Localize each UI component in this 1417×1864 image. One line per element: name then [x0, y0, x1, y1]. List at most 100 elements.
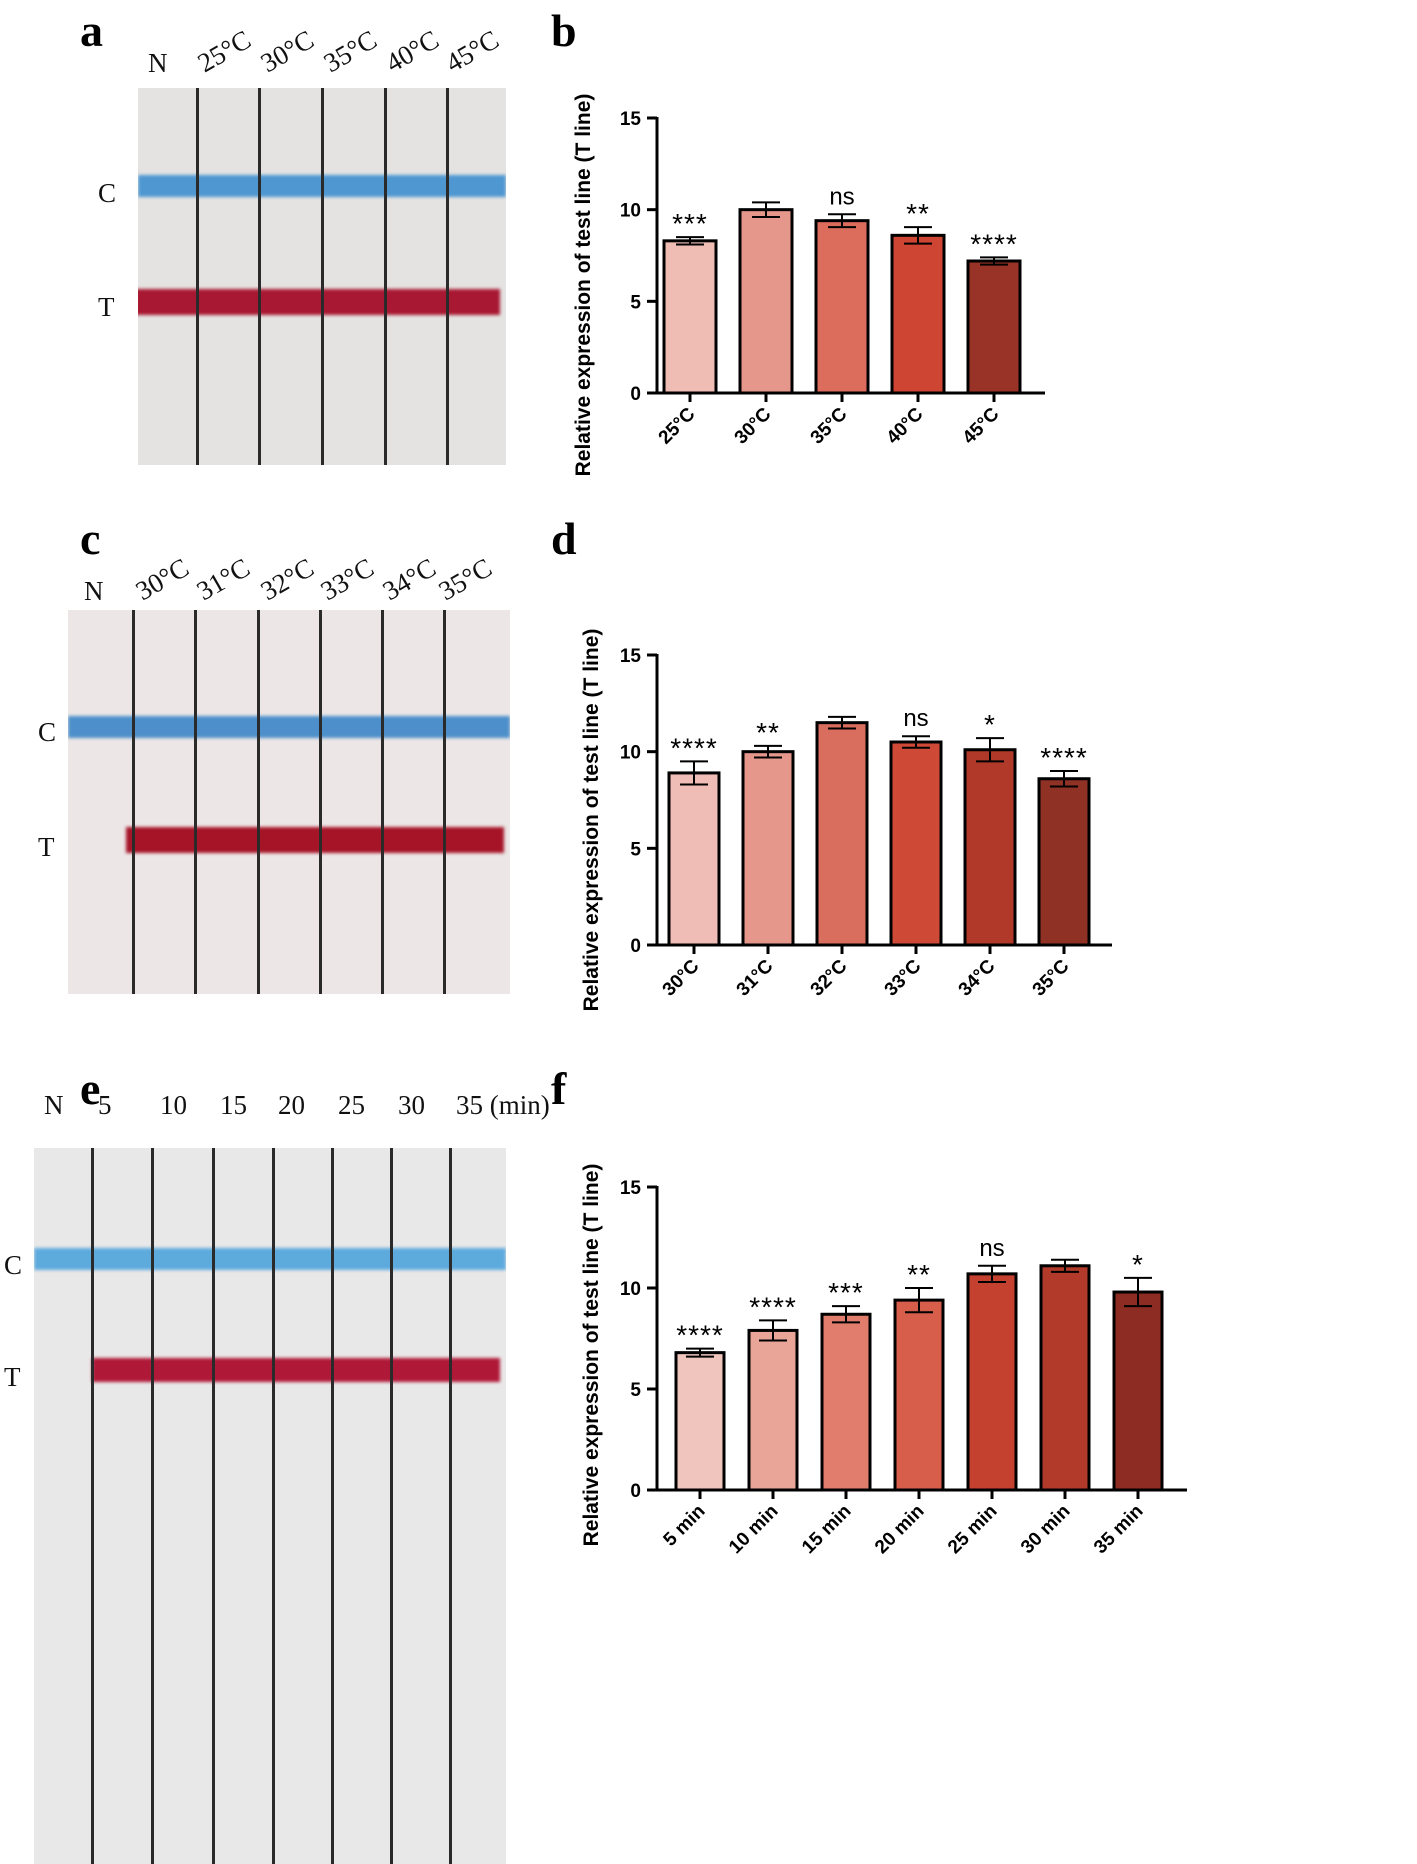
significance-label: **** — [970, 228, 1018, 259]
test-line-label: T — [38, 832, 55, 862]
bar — [747, 1328, 799, 1492]
y-tick-label: 15 — [620, 646, 642, 667]
strip-separator — [272, 1148, 275, 1864]
significance-label: ** — [907, 1259, 931, 1290]
significance-label: * — [984, 709, 996, 740]
test-band — [92, 1358, 500, 1382]
x-tick-label: 35°C — [1029, 955, 1074, 1000]
bar — [1039, 1264, 1091, 1492]
x-tick-label: 34°C — [955, 955, 1000, 1000]
bar — [667, 771, 721, 947]
bar — [893, 1298, 945, 1492]
significance-label: *** — [828, 1277, 864, 1308]
significance-label: ** — [906, 198, 930, 229]
bar — [674, 1351, 726, 1492]
strip-separator — [151, 1148, 154, 1864]
panel-letter-a: a — [80, 5, 103, 56]
strip-separator — [91, 1148, 94, 1864]
x-tick-label: 30°C — [659, 955, 704, 1000]
panel-letter-b: b — [551, 5, 577, 56]
y-axis-title: Relative expression of test line (T line… — [580, 629, 603, 1012]
strip-separator — [132, 610, 135, 994]
panel-letter-f: f — [551, 1063, 567, 1114]
strip-separator — [319, 610, 322, 994]
strip-photo-e — [34, 1148, 506, 1864]
y-tick-label: 5 — [630, 1380, 641, 1401]
test-line-label: T — [4, 1362, 21, 1392]
strip-separator — [194, 610, 197, 994]
significance-label: ns — [829, 183, 854, 210]
bar — [966, 1272, 1018, 1492]
lane-label: N — [148, 48, 168, 78]
strip-separator — [258, 88, 261, 465]
y-tick-label: 0 — [630, 936, 641, 957]
y-tick-label: 10 — [620, 1279, 641, 1300]
x-tick-label: 25 min — [944, 1501, 1001, 1558]
x-tick-label: 30°C — [731, 403, 776, 448]
bar — [890, 233, 946, 395]
x-tick-label: 15 min — [798, 1501, 855, 1558]
lane-label: 15 — [220, 1090, 247, 1120]
control-line-label: C — [38, 717, 57, 747]
x-tick-label: 35°C — [807, 403, 852, 448]
y-axis-title: Relative expression of test line (T line… — [580, 1164, 603, 1547]
strip-separator — [443, 610, 446, 994]
bar — [1112, 1290, 1164, 1492]
lane-label: 5 — [98, 1090, 112, 1120]
y-tick-label: 10 — [620, 743, 641, 764]
x-tick-label: 25°C — [655, 403, 700, 448]
test-line-label: T — [98, 292, 115, 322]
strip-separator — [196, 88, 199, 465]
lane-label: 30 — [398, 1090, 425, 1120]
control-band — [68, 716, 510, 738]
x-tick-label: 30 min — [1017, 1501, 1074, 1558]
y-tick-label: 15 — [620, 1178, 642, 1199]
significance-label: **** — [670, 732, 718, 763]
bar — [662, 239, 718, 395]
x-tick-label: 5 min — [660, 1501, 710, 1551]
strip-separator — [331, 1148, 334, 1864]
panel-letter-e: e — [80, 1063, 101, 1114]
bar — [814, 219, 870, 395]
bar — [738, 208, 794, 395]
y-tick-label: 0 — [630, 384, 641, 405]
x-tick-label: 32°C — [807, 955, 852, 1000]
x-tick-label: 31°C — [733, 955, 778, 1000]
y-tick-label: 10 — [620, 201, 641, 222]
significance-label: **** — [1040, 742, 1088, 773]
significance-label: **** — [676, 1320, 724, 1351]
significance-label: ns — [903, 705, 928, 732]
significance-label: *** — [672, 208, 708, 239]
lane-label: N — [84, 576, 104, 606]
strip-separator — [384, 88, 387, 465]
strip-separator — [321, 88, 324, 465]
bar — [815, 721, 869, 947]
control-line-label: C — [98, 178, 117, 208]
y-tick-label: 0 — [630, 1481, 641, 1502]
x-tick-label: 20 min — [871, 1501, 928, 1558]
control-line-label: C — [4, 1250, 23, 1280]
strip-separator — [449, 1148, 452, 1864]
x-tick-label: 40°C — [883, 403, 928, 448]
strip-separator — [212, 1148, 215, 1864]
x-tick-label: 10 min — [725, 1501, 782, 1558]
x-tick-label: 35 min — [1090, 1501, 1147, 1558]
significance-label: * — [1132, 1249, 1144, 1280]
significance-label: ns — [979, 1235, 1004, 1262]
strip-separator — [446, 88, 449, 465]
panel-letter-d: d — [551, 513, 577, 564]
lane-label: 35 (min) — [456, 1090, 550, 1120]
lane-label: 10 — [160, 1090, 187, 1120]
bar — [1037, 777, 1091, 947]
bar — [741, 750, 795, 947]
lane-label: N — [44, 1090, 64, 1120]
bar — [966, 259, 1022, 395]
strip-separator — [390, 1148, 393, 1864]
y-tick-label: 5 — [630, 292, 641, 313]
significance-label: ** — [756, 717, 780, 748]
strip-separator — [381, 610, 384, 994]
test-band — [126, 827, 504, 853]
strip-photo-c — [68, 610, 510, 994]
bar — [889, 740, 943, 947]
